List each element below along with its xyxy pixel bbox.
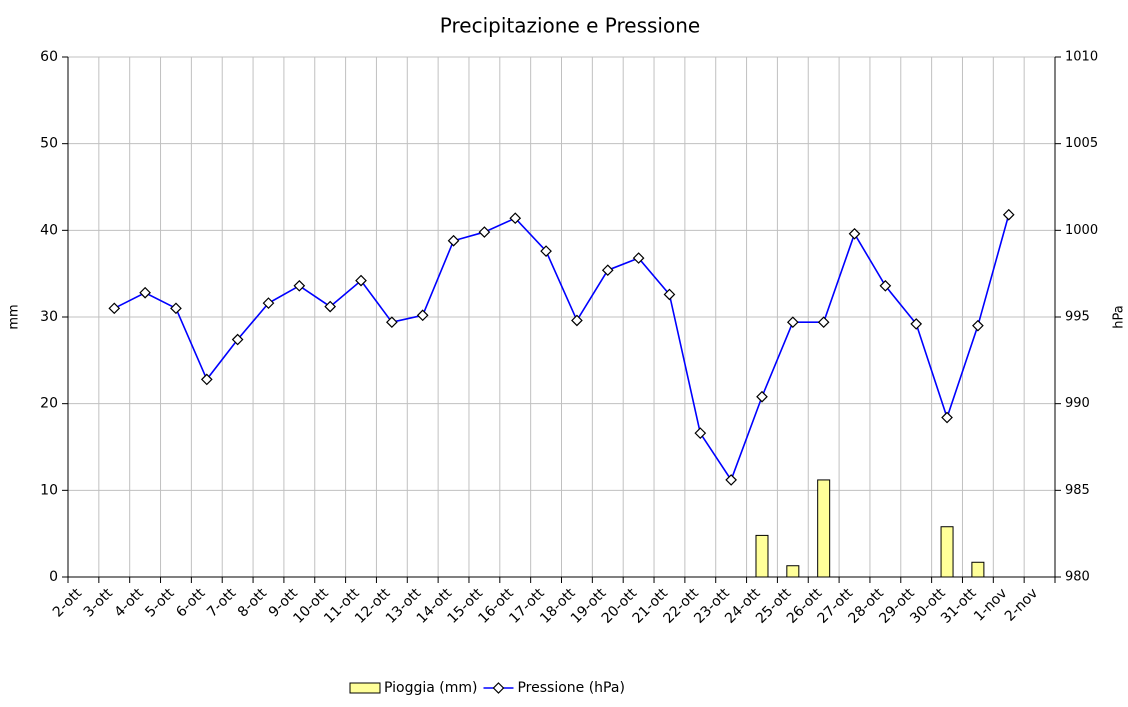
marker <box>972 319 984 332</box>
marker <box>879 279 892 292</box>
bar <box>755 534 769 578</box>
y-tick-label: 60 <box>40 49 58 65</box>
y-tick-label: 0 <box>49 569 58 585</box>
y2-tick-label: 1000 <box>1065 223 1098 238</box>
marker <box>386 316 398 329</box>
marker <box>756 390 768 403</box>
y-tick-label: 20 <box>40 396 58 412</box>
line <box>113 214 1010 482</box>
y2-tick-label: 980 <box>1065 570 1090 585</box>
y2-tick-label: 1005 <box>1065 136 1098 151</box>
marker <box>231 333 244 346</box>
marker <box>910 318 923 330</box>
marker <box>786 316 799 329</box>
y2-axis-label: hPa <box>1112 305 1127 328</box>
marker <box>725 474 737 486</box>
marker <box>200 373 213 386</box>
y-axis-label: mm <box>7 304 22 329</box>
marker <box>540 245 552 257</box>
marker <box>941 411 953 424</box>
y2-tick-label: 985 <box>1065 483 1090 498</box>
marker <box>601 264 614 277</box>
y-tick-label: 40 <box>40 222 58 238</box>
bar <box>817 479 831 578</box>
marker <box>262 297 275 309</box>
marker <box>478 226 491 238</box>
legend-marker <box>492 682 505 694</box>
marker <box>170 302 182 315</box>
marker <box>817 316 830 329</box>
legend-swatch <box>349 682 381 694</box>
marker <box>139 286 151 299</box>
marker <box>509 212 522 225</box>
y2-tick-label: 1010 <box>1065 50 1098 65</box>
y-tick-label: 50 <box>40 136 58 152</box>
marker <box>108 302 121 315</box>
y2-tick-label: 990 <box>1065 396 1090 411</box>
marker <box>324 300 337 313</box>
legend-label: Pressione (hPa) <box>517 680 624 696</box>
marker <box>1002 208 1015 221</box>
bar <box>940 526 954 578</box>
marker <box>663 288 676 301</box>
marker <box>848 227 861 240</box>
bar <box>786 565 800 578</box>
legend-label: Pioggia (mm) <box>384 680 477 696</box>
marker <box>293 279 306 292</box>
marker <box>355 274 367 287</box>
chart-title: Precipitazione e Pressione <box>440 14 700 38</box>
y2-tick-label: 995 <box>1065 310 1090 325</box>
marker <box>632 252 645 264</box>
marker <box>416 309 429 322</box>
marker <box>571 314 583 327</box>
y-tick-label: 10 <box>40 482 58 498</box>
y-tick-label: 30 <box>40 309 58 325</box>
marker <box>694 427 707 439</box>
bar <box>971 561 985 578</box>
marker <box>447 234 460 247</box>
